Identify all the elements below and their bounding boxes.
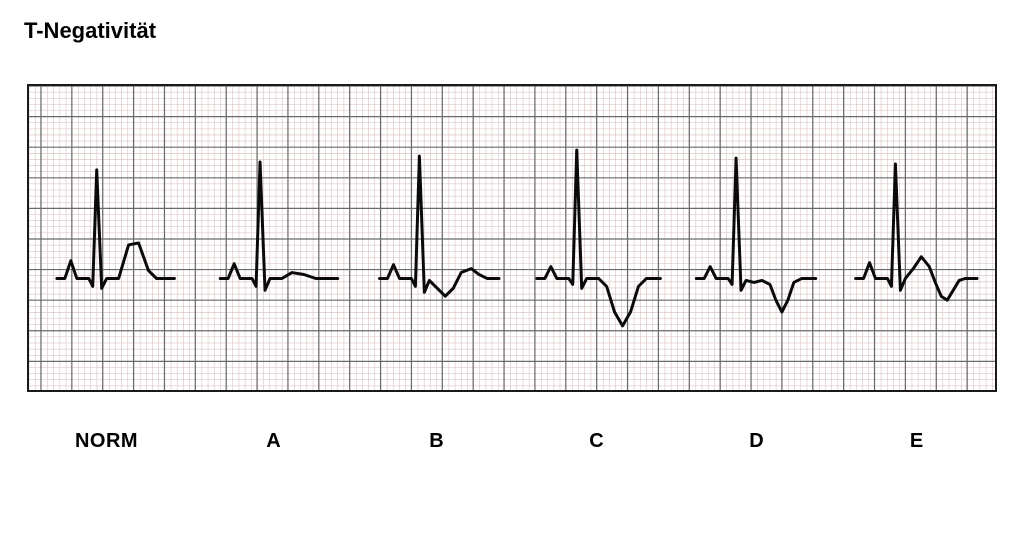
panel-label-e: E	[910, 430, 923, 453]
panel-label-b: B	[429, 430, 443, 453]
page-title: T-Negativität	[24, 18, 1001, 44]
ecg-chart-frame	[27, 84, 997, 392]
ecg-chart-svg	[29, 86, 995, 390]
panel-label-a: A	[266, 430, 280, 453]
panel-label-d: D	[749, 430, 763, 453]
panel-label-norm: NORM	[75, 430, 138, 453]
panel-label-c: C	[589, 430, 603, 453]
panel-labels-row: NORM A B C D E	[27, 430, 997, 460]
page-root: T-Negativität NORM A B C D E	[0, 0, 1023, 539]
